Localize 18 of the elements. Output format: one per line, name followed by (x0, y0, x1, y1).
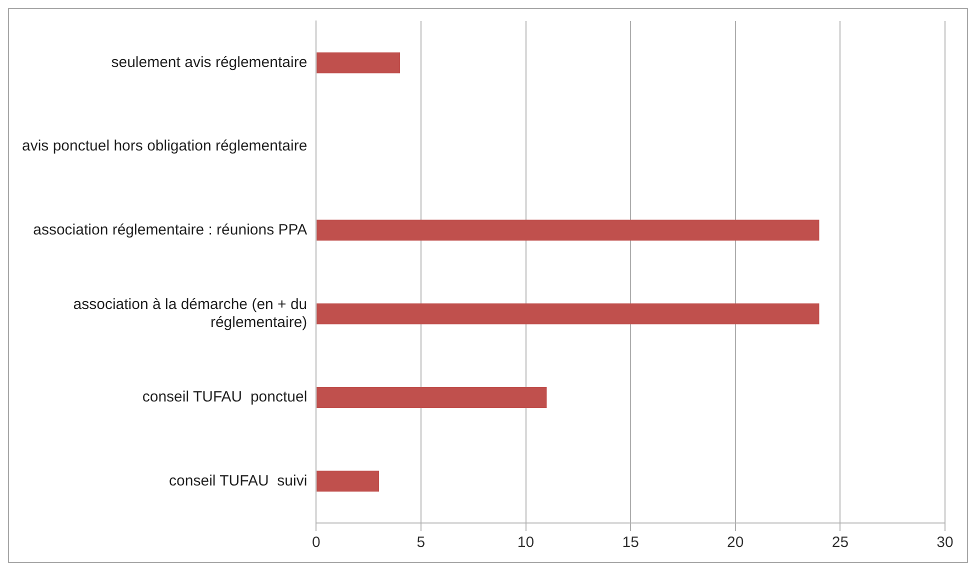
bar (316, 220, 820, 241)
bar (316, 303, 820, 324)
y-tick-label: association réglementaire : réunions PPA (33, 221, 308, 238)
bar (316, 470, 380, 492)
bar (316, 387, 547, 408)
x-tick-label: 0 (312, 534, 320, 552)
y-tick-label: avis ponctuel hors obligation réglementaire (22, 138, 308, 155)
x-tick-label: 25 (832, 534, 849, 552)
bar (316, 52, 400, 74)
x-tick-label: 5 (416, 534, 426, 552)
y-tick-label: association à la démarche (en + du réglementaire) (73, 296, 308, 331)
x-tick-label: 20 (727, 534, 744, 552)
y-tick-label: conseil TUFAU suivi (169, 472, 308, 490)
x-tick-label: 30 (936, 534, 954, 552)
y-tick-label: conseil TUFAU ponctuel (142, 388, 308, 406)
y-tick-label: seulement avis réglementaire (111, 54, 308, 71)
x-tick-label: 15 (622, 534, 639, 552)
x-tick-label: 10 (517, 534, 534, 552)
